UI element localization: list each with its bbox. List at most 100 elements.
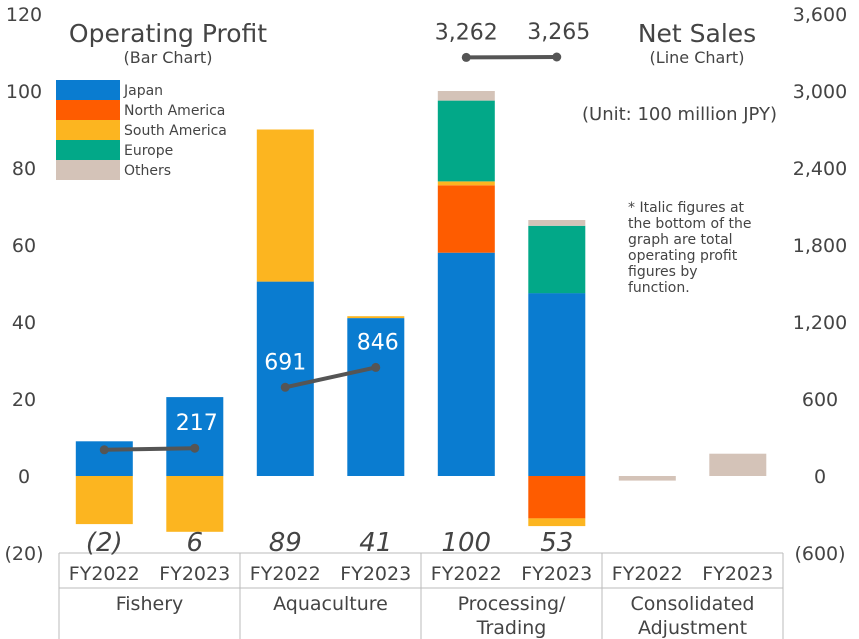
- group-label: Fishery: [116, 593, 184, 615]
- y-left-tick-label: (20): [4, 543, 43, 565]
- legend-swatch-north-america: [56, 100, 120, 120]
- y-right-tick-label: 3,000: [793, 81, 847, 103]
- unit-note: (Unit: 100 million JPY): [582, 104, 777, 125]
- legend: Japan North America South America Europe Oth…: [56, 80, 227, 180]
- total-profit-label: 41: [359, 528, 392, 558]
- bar-segment-others: [618, 476, 676, 481]
- group-label: Aquaculture: [273, 593, 388, 615]
- y-right-tick-label: 3,600: [793, 4, 847, 26]
- category-label: FY2022: [250, 563, 321, 585]
- group-label: Consolidated Adjustment: [631, 593, 755, 639]
- bar-segment-south-america: [347, 316, 405, 319]
- category-label: FY2023: [159, 563, 230, 585]
- group-label-line: Fishery: [116, 593, 184, 615]
- bar-segment-others: [709, 453, 767, 476]
- group-label-line: Adjustment: [638, 617, 747, 639]
- bar-segment-europe: [528, 225, 586, 294]
- y-right-tick-label: 600: [802, 389, 838, 411]
- bar-segment-japan: [437, 252, 495, 476]
- bar-segment-others: [437, 91, 495, 101]
- y-left-tick-label: 120: [6, 4, 42, 26]
- secondary-subtitle: (Line Chart): [650, 48, 745, 67]
- total-profit-label: 53: [540, 528, 573, 558]
- footnote: * Italic figures at the bottom of the gr…: [628, 200, 756, 296]
- chart-subtitle: (Bar Chart): [124, 48, 213, 67]
- legend-swatch-others: [56, 160, 120, 180]
- net-sales-lines-layer: 204 217 691 846 3,262 3,265: [83, 20, 590, 455]
- y-left-tick-label: 0: [18, 466, 30, 488]
- net-sales-label: 846: [357, 330, 399, 355]
- net-sales-line: [284, 365, 377, 390]
- y-left-tick-label: 80: [12, 158, 36, 180]
- y-left-tick-label: 100: [6, 81, 42, 103]
- category-label: FY2023: [702, 563, 773, 585]
- bar-segment-japan: [166, 397, 224, 476]
- group-label-line: Aquaculture: [273, 593, 388, 615]
- secondary-title: Net Sales: [638, 19, 756, 48]
- net-sales-label: 3,262: [435, 20, 498, 45]
- net-sales-label: 204: [83, 413, 125, 438]
- bar-segment-europe: [437, 100, 495, 182]
- bar-segment-north-america: [437, 185, 495, 253]
- net-sales-point: [99, 445, 109, 455]
- net-sales-line: [104, 446, 195, 452]
- net-sales-label: 217: [176, 411, 218, 436]
- bar-segment-japan: [528, 293, 586, 476]
- bar-segment-south-america: [166, 476, 224, 532]
- net-sales-label: 3,265: [527, 20, 590, 45]
- bar-segment-south-america: [75, 476, 133, 525]
- legend-swatch-japan: [56, 80, 120, 100]
- bar-segment-south-america: [256, 129, 314, 282]
- y-right-tick-label: 0: [814, 466, 826, 488]
- y-right-tick-label: 2,400: [793, 158, 847, 180]
- bar-segment-japan: [347, 318, 405, 476]
- footnote-line: operating profit: [628, 248, 738, 264]
- category-label: FY2022: [69, 563, 140, 585]
- net-sales-point: [190, 443, 200, 453]
- total-profit-label: 100: [441, 528, 491, 558]
- group-label-line: Trading: [476, 617, 547, 639]
- legend-label: Japan: [123, 83, 163, 99]
- group-label: Processing/Trading: [458, 593, 566, 639]
- legend-label: Others: [124, 163, 171, 179]
- footnote-line: * Italic figures at: [628, 200, 745, 216]
- net-sales-point: [280, 382, 290, 392]
- legend-swatch-europe: [56, 140, 120, 160]
- category-label: FY2023: [340, 563, 411, 585]
- group-label-line: Processing/: [458, 593, 566, 615]
- legend-swatch-south-america: [56, 120, 120, 140]
- footnote-line: figures by: [628, 264, 698, 280]
- total-profit-label: (2): [86, 528, 123, 558]
- bars-layer: [75, 91, 767, 532]
- net-sales-label: 691: [264, 350, 306, 375]
- footnote-line: graph are total: [628, 232, 733, 248]
- bar-segment-north-america: [528, 476, 586, 519]
- chart-title: Operating Profit: [69, 19, 267, 48]
- y-left-tick-label: 20: [12, 389, 36, 411]
- y-right-tick-label: (600): [794, 543, 845, 565]
- legend-label: North America: [124, 103, 225, 119]
- legend-label: Europe: [124, 143, 173, 159]
- footnote-line: function.: [628, 280, 690, 296]
- total-profit-label: 6: [186, 528, 203, 558]
- y-right-tick-label: 1,200: [793, 312, 847, 334]
- net-sales-point: [371, 362, 381, 372]
- bar-segment-japan: [256, 281, 314, 476]
- total-profit-label: 89: [269, 528, 302, 558]
- bar-segment-south-america: [528, 518, 586, 527]
- y-left-tick-label: 40: [12, 312, 36, 334]
- bar-segment-south-america: [437, 181, 495, 186]
- category-label: FY2023: [521, 563, 592, 585]
- net-sales-point: [461, 52, 471, 62]
- legend-label: South America: [124, 123, 227, 139]
- axes-layer: (20) 0 20 40 60 80 100 120 (600) 0 600 1,200 1,800 2,…: [4, 4, 847, 639]
- net-sales-point: [552, 52, 562, 62]
- footnote-line: the bottom of the: [628, 216, 751, 232]
- category-label: FY2022: [431, 563, 502, 585]
- y-left-tick-label: 60: [12, 235, 36, 257]
- category-label: FY2022: [612, 563, 683, 585]
- bar-segment-others: [528, 220, 586, 226]
- group-label-line: Consolidated: [631, 593, 755, 615]
- y-right-tick-label: 1,800: [793, 235, 847, 257]
